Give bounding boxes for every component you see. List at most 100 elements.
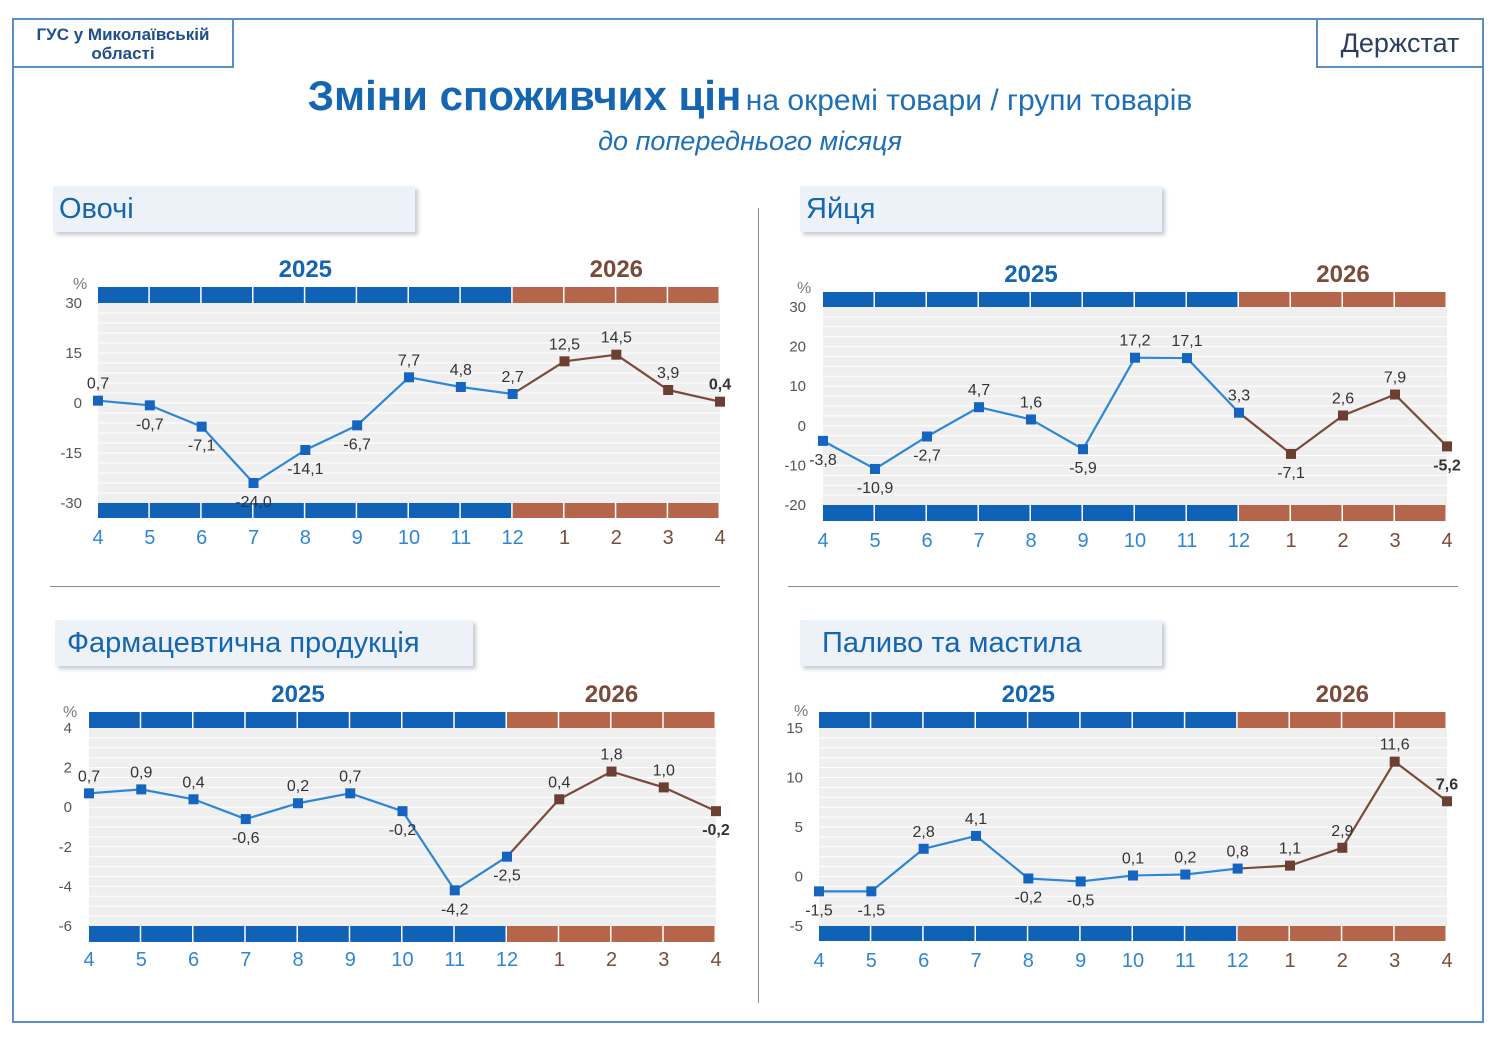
y-tick-label: 15 <box>65 345 82 362</box>
data-point <box>866 886 877 897</box>
x-tick-label: 4 <box>92 527 103 549</box>
year-band-top-segment <box>1237 712 1289 728</box>
data-point <box>814 886 824 897</box>
data-point <box>248 478 259 488</box>
year-band-bottom-segment <box>1394 926 1446 941</box>
y-tick-label: 30 <box>65 295 82 312</box>
y-tick-label: -15 <box>60 445 82 462</box>
data-label: -1,5 <box>858 902 886 919</box>
x-tick-label: 3 <box>658 949 669 971</box>
data-point <box>136 784 147 795</box>
year-band-top-segment <box>512 287 563 303</box>
data-point <box>1442 796 1452 807</box>
data-point <box>554 794 565 805</box>
year-band-bottom-segment <box>979 505 1030 521</box>
x-tick-label: 6 <box>196 527 207 549</box>
data-point <box>1026 414 1036 425</box>
series-line-segment <box>193 798 247 821</box>
data-label: -0,5 <box>1067 892 1095 909</box>
x-tick-label: 8 <box>300 527 311 549</box>
year-band-top-segment <box>871 712 923 728</box>
y-tick-label: -4 <box>59 878 72 895</box>
series-line-segment <box>297 792 351 805</box>
series-line-segment <box>1030 418 1084 451</box>
x-tick-label: 4 <box>1441 530 1452 552</box>
x-tick-label: 4 <box>1441 950 1452 972</box>
x-tick-label: 1 <box>1285 530 1296 552</box>
year-band-top-segment <box>98 287 149 303</box>
year-band-bottom-segment <box>871 926 923 941</box>
year-band-bottom-segment <box>245 926 297 942</box>
divider-right <box>788 586 1458 587</box>
year-band-bottom-segment <box>454 926 506 942</box>
data-label: 1,6 <box>1020 394 1042 411</box>
year-band-top-segment <box>976 712 1027 728</box>
y-tick-label: 0 <box>798 418 806 435</box>
data-label: -1,5 <box>805 902 833 919</box>
data-label: 11,6 <box>1380 737 1410 754</box>
year-band-bottom-segment <box>1133 926 1184 941</box>
year-band-bottom-segment <box>193 926 245 942</box>
series-line-segment <box>975 835 1030 880</box>
data-point <box>715 396 725 407</box>
x-tick-label: 4 <box>710 949 721 971</box>
data-label: 2,6 <box>1332 391 1354 408</box>
series-line-segment <box>506 798 561 858</box>
data-point <box>1389 756 1400 767</box>
x-tick-label: 6 <box>921 530 932 552</box>
series-line-segment <box>149 404 203 428</box>
year-label-2025: 2025 <box>271 681 324 708</box>
x-tick-label: 5 <box>866 950 877 972</box>
x-tick-label: 4 <box>813 950 824 972</box>
year-label-2026: 2026 <box>1316 681 1369 708</box>
data-point <box>918 843 929 854</box>
data-label: 0,2 <box>287 778 309 795</box>
x-tick-label: 1 <box>554 949 565 971</box>
year-band-top-segment <box>1031 292 1082 307</box>
data-point <box>971 830 981 841</box>
year-band-top-segment <box>357 287 408 303</box>
y-tick-label: 20 <box>789 339 806 356</box>
data-point <box>1130 352 1140 363</box>
series-line-segment <box>454 855 508 892</box>
data-label: 0,7 <box>78 768 100 785</box>
year-band-bottom-segment <box>1185 926 1237 941</box>
year-band-bottom-segment <box>611 926 663 942</box>
y-tick-label: -6 <box>59 918 72 935</box>
data-label: 0,1 <box>1122 851 1144 868</box>
x-tick-label: 5 <box>136 949 147 971</box>
data-point <box>293 798 303 809</box>
series-line-segment <box>870 847 925 893</box>
year-band-bottom-segment <box>976 926 1027 941</box>
year-band-top-segment <box>611 712 663 728</box>
year-band-top-segment <box>616 287 667 303</box>
x-tick-label: 9 <box>1075 950 1086 972</box>
x-tick-label: 7 <box>240 949 251 971</box>
x-tick-label: 3 <box>1389 530 1400 552</box>
series-line-segment <box>356 376 410 427</box>
x-tick-label: 7 <box>248 527 259 549</box>
data-point <box>507 389 518 399</box>
data-label: 4,8 <box>450 362 472 379</box>
year-band-bottom-segment <box>98 503 149 518</box>
x-tick-label: 5 <box>869 530 880 552</box>
year-band-top-segment <box>201 287 252 303</box>
year-band-top-segment <box>305 287 356 303</box>
series-line-segment <box>1394 760 1448 803</box>
data-label: 1,0 <box>653 762 675 779</box>
data-point <box>606 766 617 777</box>
series-line-segment <box>97 399 150 407</box>
x-tick-label: 11 <box>1175 950 1196 972</box>
year-band-bottom-segment <box>1291 505 1342 521</box>
data-point <box>559 356 570 367</box>
y-tick-label: 0 <box>795 869 803 886</box>
year-band-top-segment <box>1394 712 1446 728</box>
year-band-top-segment <box>663 712 715 728</box>
brand-badge: Держстат <box>1316 18 1484 68</box>
year-band-bottom-segment <box>201 503 252 518</box>
year-band-bottom-segment <box>1187 505 1238 521</box>
series-line-segment <box>460 385 513 396</box>
data-label: -2,5 <box>493 868 521 885</box>
x-tick-label: 1 <box>559 527 570 549</box>
